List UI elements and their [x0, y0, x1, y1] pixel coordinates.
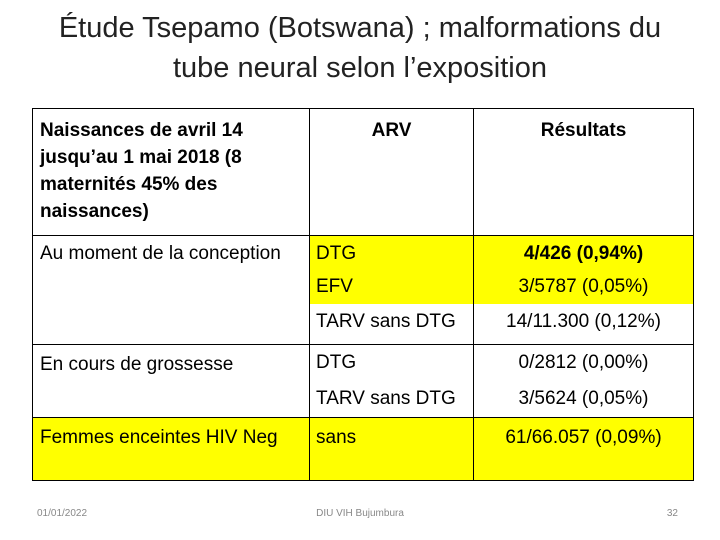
result-cell-pregnancy: 0/2812 (0,00%) 3/5624 (0,05%): [473, 344, 694, 418]
group-label-pregnancy: En cours de grossesse: [32, 344, 310, 418]
table-row-pregnancy: En cours de grossesse DTG TARV sans DTG …: [32, 344, 694, 418]
arv-cell-hiv-neg: sans: [309, 417, 474, 481]
table-row-conception: Au moment de la conception DTG EFV TARV …: [32, 235, 694, 345]
footer-course: DIU VIH Bujumbura: [316, 508, 404, 519]
arv-efv: EFV: [310, 269, 473, 304]
group-label-conception: Au moment de la conception: [32, 235, 310, 345]
arv-dtg: DTG: [310, 236, 473, 269]
results-table: Naissances de avril 14 jusqu’au 1 mai 20…: [32, 108, 694, 481]
result-dtg-conception: 4/426 (0,94%): [474, 236, 693, 269]
header-births-period: Naissances de avril 14 jusqu’au 1 mai 20…: [32, 108, 310, 236]
result-cell-hiv-neg: 61/66.057 (0,09%): [473, 417, 694, 481]
table-row-hiv-neg: Femmes enceintes HIV Neg sans 61/66.057 …: [32, 417, 694, 481]
group-label-hiv-neg: Femmes enceintes HIV Neg: [32, 417, 310, 481]
footer-page-number: 32: [666, 508, 678, 519]
arv-tarv-pregnancy: TARV sans DTG: [316, 388, 456, 409]
result-cell-conception: 4/426 (0,94%) 3/5787 (0,05%) 14/11.300 (…: [473, 235, 694, 345]
footer-date: 01/01/2022: [37, 508, 88, 519]
result-efv-conception: 3/5787 (0,05%): [474, 269, 693, 304]
result-tarv-pregnancy: 3/5624 (0,05%): [518, 388, 649, 409]
result-dtg-pregnancy: 0/2812 (0,00%): [518, 352, 649, 373]
arv-dtg-pregnancy: DTG: [316, 352, 357, 373]
table-header-row: Naissances de avril 14 jusqu’au 1 mai 20…: [32, 108, 694, 236]
slide-title-line2: tube neural selon l’exposition: [172, 52, 548, 84]
header-results: Résultats: [473, 108, 694, 236]
slide-title-line1: Étude Tsepamo (Botswana) ; malformations…: [58, 12, 662, 44]
result-tarv-conception: 14/11.300 (0,12%): [506, 311, 661, 332]
arv-cell-pregnancy: DTG TARV sans DTG: [309, 344, 474, 418]
slide-title: Étude Tsepamo (Botswana) ; malformations…: [0, 8, 720, 88]
arv-tarv-sans-dtg: TARV sans DTG: [316, 311, 456, 332]
arv-cell-conception: DTG EFV TARV sans DTG: [309, 235, 474, 345]
header-arv: ARV: [309, 108, 474, 236]
